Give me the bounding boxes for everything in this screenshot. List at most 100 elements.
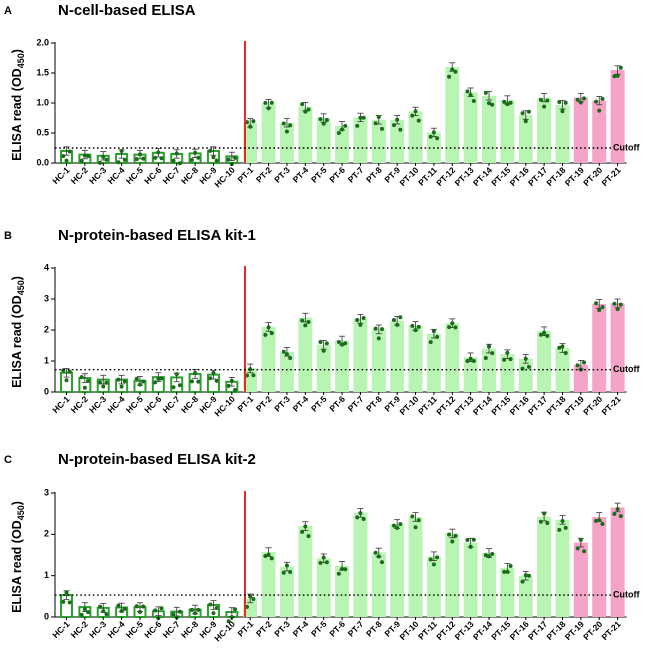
replicate-dot [435,136,440,141]
replicate-dot [156,150,161,155]
x-tick-label: HC-5 [124,165,145,186]
x-tick-label: PT-19 [563,619,586,642]
bar-pt-7 [353,512,368,617]
replicate-dot [61,599,66,604]
replicate-dot [119,384,124,389]
replicate-dot [355,123,360,128]
replicate-dot [410,514,415,519]
x-tick-label: PT-1 [235,165,255,185]
y-axis-label-main: ELISA read (OD [10,68,24,161]
x-tick-label: PT-7 [346,619,366,639]
replicate-dot [450,67,455,72]
replicate-dot [542,330,547,335]
replicate-dot [98,160,103,165]
x-tick-label: PT-14 [471,619,494,642]
replicate-dot [214,158,219,163]
y-tick-label: 4 [44,262,49,272]
replicate-dot [104,157,109,162]
replicate-dot [196,607,201,612]
replicate-dot [321,121,326,126]
replicate-dot [600,522,605,527]
replicate-dot [490,351,495,356]
x-tick-label: PT-8 [364,394,384,414]
bar-pt-15 [500,354,515,392]
replicate-dot [340,127,345,132]
replicate-dot [468,544,473,549]
replicate-dot [376,114,381,119]
x-tick-label: PT-2 [254,165,274,185]
replicate-dot [563,525,568,530]
bar-pt-4 [298,317,313,392]
x-tick-label: HC-6 [142,619,163,640]
replicate-dot [306,107,311,112]
replicate-dot [134,376,139,381]
bar-pt-7 [353,117,368,163]
bar-pt-9 [390,119,405,163]
replicate-dot [324,341,329,346]
replicate-dot [483,356,488,361]
x-tick-label: PT-10 [397,165,420,188]
replicate-dot [86,153,91,158]
replicate-dot [447,325,452,330]
x-tick-label: PT-11 [416,165,439,188]
replicate-dot [391,318,396,323]
replicate-dot [431,130,436,135]
y-axis-label: ELISA read (OD450) [10,501,26,613]
replicate-dot [523,356,528,361]
bar-pt-11 [426,333,441,392]
replicate-dot [578,537,583,542]
bar-pt-10 [408,111,423,163]
replicate-dot [284,352,289,357]
replicate-dot [508,357,513,362]
replicate-dot [306,534,311,539]
replicate-dot [355,317,360,322]
x-tick-label: PT-12 [434,394,457,417]
replicate-dot [233,607,238,612]
replicate-dot [284,129,289,134]
replicate-dot [303,524,308,529]
x-tick-label: PT-20 [581,619,604,642]
replicate-dot [318,117,323,122]
x-tick-label: PT-12 [434,165,457,188]
bar-pt-9 [390,524,405,617]
replicate-dot [208,376,213,381]
replicate-dot [453,69,458,74]
x-tick-label: HC-10 [212,394,237,419]
x-tick-label: PT-21 [599,394,622,417]
x-tick-label: HC-7 [161,165,182,186]
replicate-dot [597,308,602,313]
y-tick-label: 3 [44,293,49,303]
replicate-dot [134,157,139,162]
replicate-dot [281,121,286,126]
replicate-dot [269,331,274,336]
replicate-dot [416,518,421,523]
replicate-dot [171,385,176,390]
x-tick-label: PT-4 [291,619,311,639]
y-axis-label-subscript: 450 [16,280,26,295]
replicate-dot [358,115,363,120]
bar-pt-3 [279,122,294,163]
replicate-dot [410,113,415,118]
replicate-dot [101,609,106,614]
replicate-dot [86,378,91,383]
y-axis-label-subscript: 450 [16,53,26,68]
replicate-dot [487,101,492,106]
replicate-dot [266,325,271,330]
replicate-dot [618,302,623,307]
x-tick-label: HC-1 [50,619,71,640]
chart-title: N-protein-based ELISA kit-1 [58,227,256,244]
replicate-dot [560,518,565,523]
replicate-dot [358,322,363,327]
replicate-dot [263,100,268,105]
y-axis-label: ELISA read (OD450) [10,49,26,161]
replicate-dot [538,519,543,524]
replicate-dot [526,573,531,578]
replicate-dot [398,522,403,527]
bar-pt-13 [463,92,478,163]
replicate-dot [612,301,617,306]
replicate-dot [104,380,109,385]
replicate-dot [251,373,256,378]
replicate-dot [64,590,69,595]
replicate-dot [116,160,121,165]
replicate-dot [177,161,182,166]
